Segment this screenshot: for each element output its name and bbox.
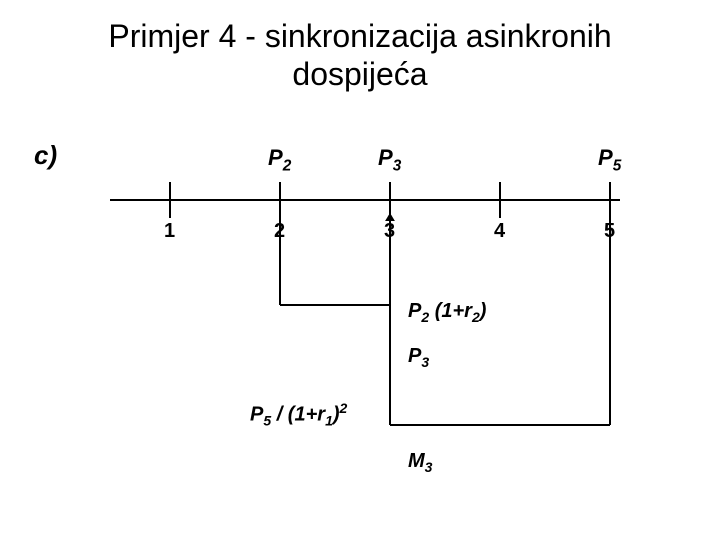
tick-number: 5 — [604, 220, 615, 243]
formula-label: P2 (1+r2) — [408, 300, 486, 325]
tick-number: 3 — [384, 220, 395, 243]
formula-label: M3 — [408, 450, 432, 475]
tick-number: 2 — [274, 220, 285, 243]
payment-label: P5 — [598, 145, 621, 175]
tick-number: 4 — [494, 220, 505, 243]
diagram-svg — [0, 0, 720, 540]
payment-label: P2 — [268, 145, 291, 175]
formula-label: P3 — [408, 345, 429, 370]
payment-label: P3 — [378, 145, 401, 175]
tick-number: 1 — [164, 220, 175, 243]
formula-label: P5 / (1+r1)2 — [250, 400, 347, 429]
